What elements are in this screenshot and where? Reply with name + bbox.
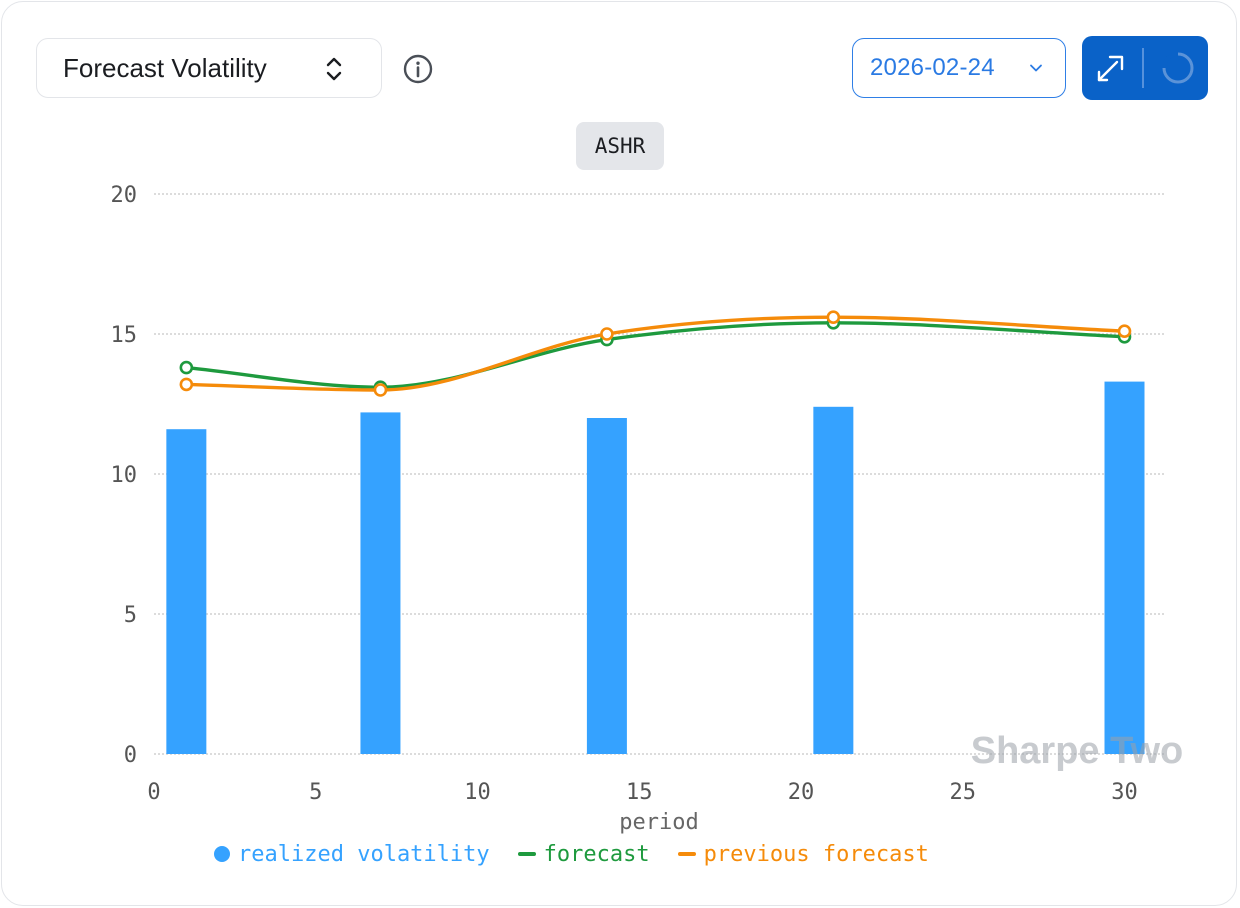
realized-volatility-bars (166, 381, 1145, 754)
realized-volatility-bar (813, 406, 854, 754)
date-picker[interactable]: 2026-02-24 (852, 38, 1066, 98)
y-axis-ticks: 0 5 10 15 20 (111, 183, 138, 768)
x-tick-label: 10 (464, 780, 491, 805)
legend-forecast-marker (517, 852, 536, 856)
realized-volatility-bar (1104, 381, 1145, 754)
previous-forecast-point (1117, 324, 1132, 339)
date-value: 2026-02-24 (870, 54, 995, 81)
expand-icon (1097, 55, 1124, 82)
chart-legend: realized volatility forecast previous fo… (214, 838, 957, 870)
legend-previous-forecast-marker (677, 852, 696, 856)
y-tick-label: 10 (111, 463, 138, 488)
metric-selector[interactable]: Forecast Volatility (36, 38, 382, 98)
legend-realized-marker (214, 846, 230, 862)
x-axis-label: period (619, 810, 698, 835)
realized-volatility-bar (360, 412, 401, 754)
forecast-lines (179, 310, 1132, 397)
previous-forecast-point (600, 327, 614, 341)
x-tick-label: 15 (626, 780, 653, 805)
legend-item-realized[interactable]: realized volatility (214, 842, 490, 867)
refresh-button[interactable] (1144, 36, 1208, 100)
watermark: Sharpe Two (971, 730, 1184, 772)
metric-selector-label: Forecast Volatility (63, 52, 267, 83)
x-tick-label: 5 (309, 780, 322, 805)
chevron-down-icon (1030, 64, 1042, 72)
legend-item-previous-forecast[interactable]: previous forecast (677, 841, 929, 867)
chart-actions (1082, 36, 1208, 100)
previous-forecast-point (373, 383, 388, 397)
y-tick-label: 20 (111, 183, 138, 208)
chevron-up-down-icon (326, 57, 342, 81)
y-tick-label: 0 (124, 743, 137, 768)
info-icon[interactable] (402, 53, 434, 85)
legend-previous-forecast-label: previous forecast (703, 841, 929, 867)
y-tick-label: 5 (124, 603, 137, 628)
x-tick-label: 0 (147, 780, 160, 805)
forecast-line (186, 321, 1125, 389)
button-divider (1142, 48, 1144, 88)
previous-forecast-point (826, 310, 841, 325)
grid-lines (154, 193, 1164, 755)
x-tick-label: 20 (788, 780, 815, 805)
expand-button[interactable] (1082, 36, 1142, 100)
previous-forecast-point (179, 377, 194, 392)
x-tick-label: 30 (1111, 780, 1138, 805)
x-tick-label: 25 (950, 780, 977, 805)
chart-title-badge: ASHR (576, 122, 664, 170)
realized-volatility-bar (586, 418, 627, 754)
previous-forecast-line (186, 315, 1125, 392)
realized-volatility-bar (166, 429, 207, 754)
loading-spinner-icon (1162, 52, 1194, 84)
legend-forecast-label: forecast (543, 841, 650, 867)
legend-realized-label: realized volatility (238, 841, 490, 867)
legend-item-forecast[interactable]: forecast (517, 841, 650, 867)
forecast-point (179, 360, 194, 375)
x-axis-ticks: 0 5 10 15 20 25 30 (147, 780, 1137, 805)
y-tick-label: 15 (111, 323, 138, 348)
